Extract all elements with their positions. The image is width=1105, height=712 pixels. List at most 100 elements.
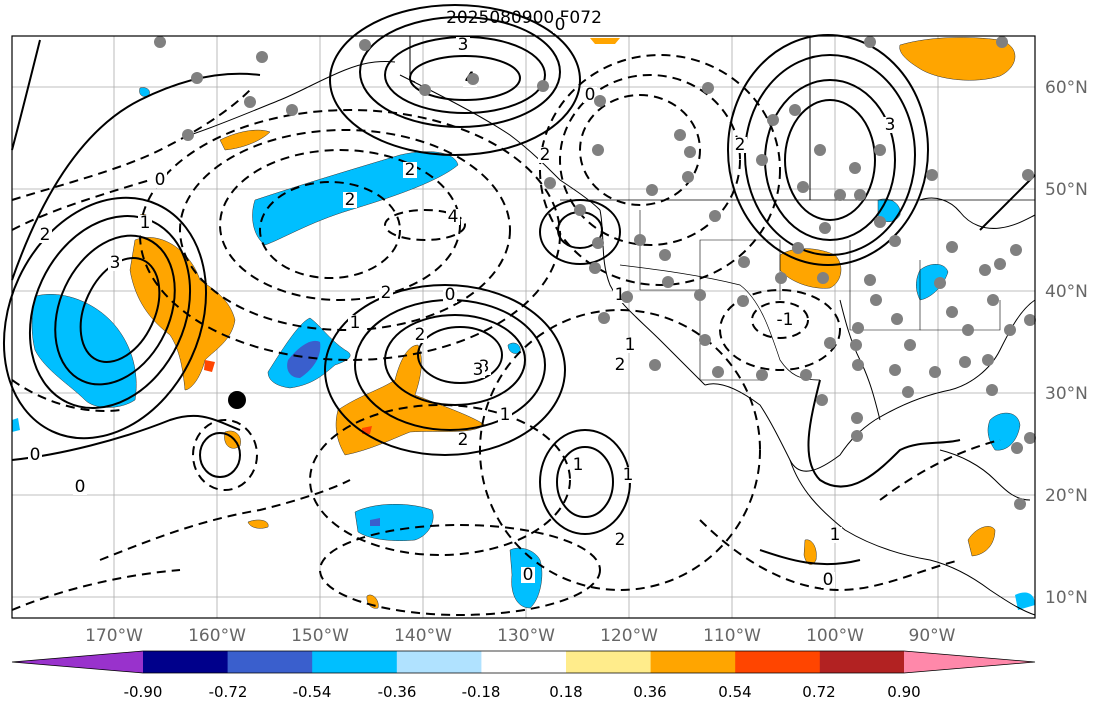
contour-label: 2	[345, 190, 356, 210]
colorbar-segment	[227, 651, 313, 673]
lon-tick: 120°W	[600, 626, 658, 646]
colorbar-label: -0.36	[377, 683, 417, 701]
colorbar-label: 0.18	[549, 683, 583, 701]
map-frame	[11, 35, 1036, 619]
contour-label-bg	[621, 467, 635, 483]
contour-label-bg	[471, 362, 485, 378]
contours-negative	[11, 54, 1001, 616]
colorbar-label: -0.54	[292, 683, 332, 701]
contour-label: 2	[540, 145, 551, 165]
contour-label-bg	[883, 117, 897, 133]
contour-label: 3	[458, 35, 469, 55]
contour-label: 2	[415, 325, 426, 345]
colorbar-segment	[566, 651, 651, 673]
contour-label-bg	[413, 327, 427, 343]
colorbar-label: 0.72	[802, 683, 836, 701]
lat-tick: 40°N	[1045, 282, 1088, 302]
lon-tick: 100°W	[806, 626, 864, 646]
colorbar-label: 0.54	[718, 683, 752, 701]
lon-tick: 150°W	[291, 626, 349, 646]
colorbar-segment	[396, 651, 482, 673]
contour-label: 3	[473, 360, 484, 380]
contour-label: 3	[110, 253, 121, 273]
lon-tick: 160°W	[188, 626, 246, 646]
colorbar-label: -0.72	[208, 683, 248, 701]
contour-label-bg	[613, 532, 627, 548]
contour-label: 2	[615, 355, 626, 375]
contour-label-bg	[623, 337, 637, 353]
colorbar-label: -0.90	[123, 683, 163, 701]
contour-label: 0	[585, 85, 596, 105]
colorbar-segment	[312, 651, 398, 673]
contour-label-bg	[553, 17, 567, 33]
contour-label-bg	[778, 312, 792, 328]
contour-label-bg	[571, 457, 585, 473]
contour-label: 1	[625, 335, 636, 355]
contour-label: 4	[448, 207, 459, 227]
contour-label-bg	[343, 192, 357, 208]
colorbar-extend-low	[12, 651, 143, 673]
contour-label: -1	[777, 310, 794, 330]
lat-tick: 50°N	[1045, 180, 1088, 200]
colorbar	[11, 650, 1036, 674]
contour-label: 2	[405, 160, 416, 180]
contour-label-bg	[403, 162, 417, 178]
lat-tick: 60°N	[1045, 78, 1088, 98]
contour-label: 0	[445, 285, 456, 305]
contour-label-bg	[446, 209, 460, 225]
contour-label-bg	[443, 287, 457, 303]
colorbar-segment	[819, 651, 905, 673]
contour-label: 2	[40, 225, 51, 245]
contour-label-bg	[73, 479, 87, 495]
contour-label: 0	[823, 570, 834, 590]
contour-label-bg	[613, 357, 627, 373]
contour-label: 2	[615, 530, 626, 550]
contours-positive	[2, 4, 1036, 566]
lat-tick: 30°N	[1045, 384, 1088, 404]
contour-label-bg	[348, 315, 362, 331]
contour-label: 2	[381, 283, 392, 303]
contour-label: 0	[523, 565, 534, 585]
contour-label-bg	[828, 527, 842, 543]
colorbar-segment	[143, 651, 228, 673]
contour-label: 2	[735, 135, 746, 155]
colorbar-segment	[481, 651, 567, 673]
lat-tick: 20°N	[1045, 486, 1088, 506]
contour-label: 3	[885, 115, 896, 135]
contour-label: 0	[30, 445, 41, 465]
contour-label-bg	[821, 572, 835, 588]
colorbar-label: 0.90	[887, 683, 921, 701]
contour-label-bg	[456, 37, 470, 53]
lon-tick: 90°W	[908, 626, 956, 646]
contour-label-bg	[733, 137, 747, 153]
contour-label-bg	[28, 447, 42, 463]
colorbar-outline	[11, 650, 1036, 674]
contour-label: 2	[458, 430, 469, 450]
station-markers	[154, 36, 1036, 510]
point-marker	[228, 391, 246, 409]
contour-label-bg	[498, 407, 512, 423]
contour-label-bg	[108, 255, 122, 271]
lon-tick: 170°W	[85, 626, 143, 646]
contour-label-bg	[379, 285, 393, 301]
colorbar-segment	[650, 651, 736, 673]
colorbar-label: -0.18	[461, 683, 501, 701]
contour-label: 1	[350, 313, 361, 333]
lon-tick: 130°W	[497, 626, 555, 646]
colorbar-extend-high	[904, 651, 1035, 673]
colorbar-label: 0.36	[633, 683, 667, 701]
contour-label: 0	[555, 15, 566, 35]
contour-label: 1	[615, 285, 626, 305]
contour-label-bg	[456, 432, 470, 448]
lon-tick: 110°W	[703, 626, 761, 646]
contour-label: 1	[140, 213, 151, 233]
contour-label-bg	[38, 227, 52, 243]
contour-label-bg	[583, 87, 597, 103]
contour-label: 1	[500, 405, 511, 425]
contour-label: 1	[830, 525, 841, 545]
contour-label-bg	[138, 215, 152, 231]
contour-label-bg	[153, 172, 167, 188]
contour-label-bg	[538, 147, 552, 163]
lat-tick: 10°N	[1045, 588, 1088, 608]
lon-tick: 140°W	[394, 626, 452, 646]
